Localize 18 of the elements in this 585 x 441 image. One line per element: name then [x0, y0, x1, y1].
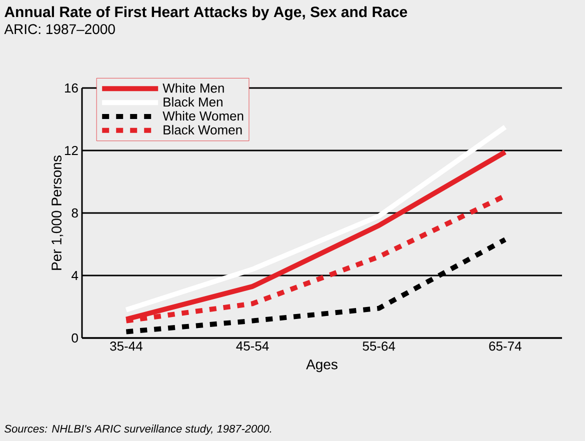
y-tick-label: 0	[72, 333, 78, 343]
x-tick-label: 45-54	[236, 342, 269, 351]
text: Sources: NHLBI's ARIC surveillance study, 1987-2000.	[4, 424, 272, 435]
chart-title: Annual Rate of First Heart Attacks by Age, Sex and Race	[4, 6, 408, 20]
legend-label: White Women	[162, 111, 244, 121]
legend-label: Black Women	[164, 124, 242, 134]
legend-label: White Men	[162, 83, 224, 93]
y-axis-title: Per 1,000 Persons	[52, 156, 64, 270]
y-tick-label: 8	[72, 208, 78, 218]
y-tick-label: 16	[64, 83, 78, 93]
legend-label: Black Men	[164, 97, 222, 107]
chart-subtitle: ARIC: 1987–2000	[4, 24, 115, 34]
x-tick-label: 55-64	[362, 342, 396, 351]
x-axis-title: Ages	[306, 360, 338, 372]
y-tick-label: 4	[72, 271, 78, 280]
y-tick-label: 12	[64, 146, 78, 156]
x-tick-label: 35-44	[110, 342, 142, 351]
x-tick-label: 65-74	[489, 342, 522, 351]
